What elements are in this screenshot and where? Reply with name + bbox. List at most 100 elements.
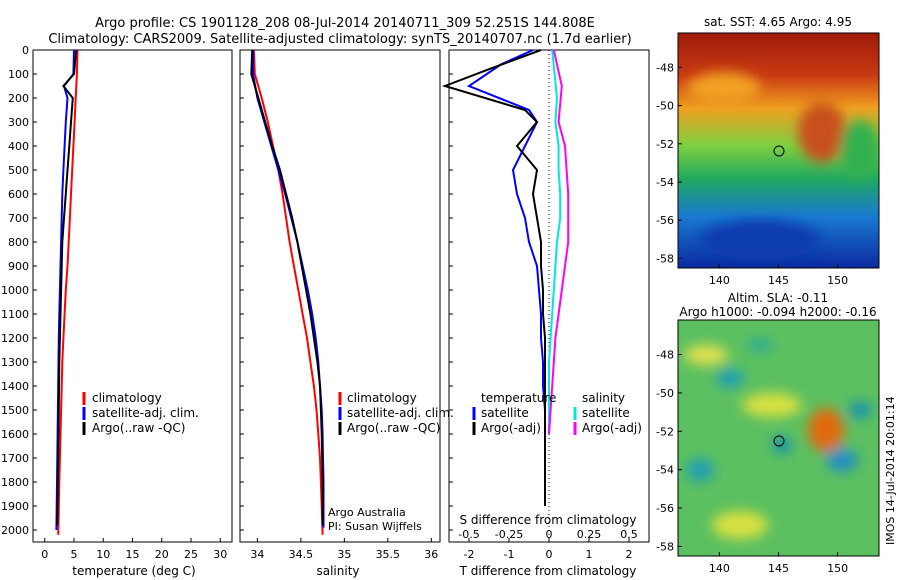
sla-map-title-line1: Altim. SLA: -0.11 (728, 291, 828, 305)
sla-argo-marker (773, 435, 785, 447)
legend-label-climatology: climatology (347, 391, 417, 405)
legend-label-t-satellite: satellite (481, 406, 529, 420)
depth-tick-label: 300 (8, 116, 29, 129)
difference-xlabel: T difference from climatology (459, 564, 637, 578)
legend-label-satellite: satellite-adj. clim. (92, 406, 199, 420)
sla-low-blob (848, 402, 872, 418)
sla-low-blob (686, 458, 714, 482)
depth-tick-label: 400 (8, 140, 29, 153)
series-line-satellite (548, 49, 562, 434)
legend-label-argo: Argo(..raw -QC) (92, 421, 185, 435)
depth-tick-label: 1200 (1, 332, 29, 345)
depth-tick-label: 1100 (1, 308, 29, 321)
depth-tick-label: 200 (8, 92, 29, 105)
depth-tick-label: 1800 (1, 476, 29, 489)
x-tick-label: 5 (70, 548, 77, 561)
x-tick-label: 2 (626, 548, 633, 561)
x-tick-label: 0 (41, 548, 48, 561)
depth-tick-label: 600 (8, 188, 29, 201)
legend-title-temperature: temperature (481, 391, 556, 405)
depth-tick-label: 1000 (1, 284, 29, 297)
x-tick-label: 36 (424, 548, 438, 561)
legend-label-s-argo: Argo(-adj) (582, 421, 642, 435)
temperature-xlabel: temperature (deg C) (72, 564, 195, 578)
footer-stamp: IMOS 14-Jul-2014 20:01:14 (884, 396, 897, 545)
figure-title-line2: Climatology: CARS2009. Satellite-adjuste… (48, 32, 631, 47)
x-tick-label: 1 (586, 548, 593, 561)
sst-green-blob (840, 120, 879, 180)
map-x-tick-label: 145 (768, 274, 789, 287)
top-x-tick-label: 0.5 (620, 528, 638, 541)
top-x-tick-label: -0.5 (458, 528, 479, 541)
map-y-tick-label: -54 (656, 464, 674, 477)
sst-map-title: sat. SST: 4.65 Argo: 4.95 (704, 15, 852, 29)
depth-tick-label: 700 (8, 212, 29, 225)
map-y-tick-label: -56 (656, 502, 674, 515)
depth-tick-label: 1500 (1, 404, 29, 417)
legend-label-s-satellite: satellite (582, 406, 630, 420)
top-x-tick-label: -0.25 (495, 528, 523, 541)
map-y-tick-label: -58 (656, 540, 674, 553)
sla-low-blob (748, 339, 772, 351)
sla-map (678, 320, 879, 556)
map-y-tick-label: -50 (656, 100, 674, 113)
depth-tick-label: 900 (8, 260, 29, 273)
sla-map-title-line2: Argo h1000: -0.094 h2000: -0.16 (679, 305, 876, 319)
depth-tick-label: 1600 (1, 428, 29, 441)
map-y-tick-label: -54 (656, 176, 674, 189)
temperature-legend: climatology satellite-adj. clim. Argo(..… (82, 391, 199, 435)
depth-axis: 0 100 200 300 400 500 600 700 800 900 1000 1100 1200… (1, 44, 453, 537)
sla-high-blob (712, 511, 768, 539)
x-tick-label: 30 (213, 548, 227, 561)
difference-legend: temperature salinity satellite Argo(-adj… (472, 391, 642, 435)
series-line-argo-adj- (441, 49, 546, 506)
salinity-annotation-line1: Argo Australia (328, 506, 406, 519)
x-tick-label: 15 (126, 548, 140, 561)
series-line-argo-adj- (548, 49, 570, 435)
sla-high-blob (684, 345, 728, 365)
sst-argo-marker (773, 145, 785, 157)
x-tick-label: 35.5 (376, 548, 401, 561)
depth-tick-label: 100 (8, 68, 29, 81)
map-y-tick-label: -50 (656, 387, 674, 400)
series-line-argo-raw-qc- (250, 49, 324, 526)
map-y-tick-label: -56 (656, 214, 674, 227)
sst-map-axes: 140 145 150 -48 -50 -52 -54 -56 -58 (656, 61, 848, 287)
depth-tick-label: 2000 (1, 524, 29, 537)
top-x-tick-label: 0.25 (577, 528, 602, 541)
legend-label-climatology: climatology (92, 391, 162, 405)
sst-map (678, 33, 879, 268)
x-tick-label: 0 (546, 548, 553, 561)
depth-tick-label: 1700 (1, 452, 29, 465)
map-y-tick-label: -52 (656, 138, 674, 151)
series-line-satellite-adj-clim- (252, 50, 325, 528)
legend-label-t-argo: Argo(-adj) (481, 421, 541, 435)
x-tick-label: 35 (337, 548, 351, 561)
map-y-tick-label: -48 (656, 61, 674, 74)
sla-map-axes: 140 145 150 -48 -50 -52 -54 -56 -58 (656, 349, 848, 575)
salinity-legend: climatology satellite-adj. clim. Argo(..… (338, 391, 454, 435)
map-y-tick-label: -58 (656, 252, 674, 265)
depth-tick-label: 1300 (1, 356, 29, 369)
legend-label-argo: Argo(..raw -QC) (347, 421, 440, 435)
salinity-xlabel: salinity (316, 564, 359, 578)
map-x-tick-label: 140 (709, 274, 730, 287)
sla-high-blob (742, 393, 802, 417)
difference-top-axis-label: S difference from climatology (460, 513, 637, 527)
x-tick-label: -1 (504, 548, 515, 561)
map-x-tick-label: 145 (768, 562, 789, 575)
legend-title-salinity: salinity (582, 391, 625, 405)
map-x-tick-label: 150 (827, 562, 848, 575)
depth-tick-label: 500 (8, 164, 29, 177)
salinity-panel: 34 34.5 35 35.5 36 (250, 49, 438, 561)
map-y-tick-label: -48 (656, 349, 674, 362)
figure-title-line1: Argo profile: CS 1901128_208 08-Jul-2014… (95, 16, 595, 31)
temperature-panel-frame (32, 49, 233, 543)
sla-low-blob (716, 368, 744, 388)
map-x-tick-label: 150 (827, 274, 848, 287)
x-tick-label: 10 (96, 548, 110, 561)
sst-warm-blob (798, 102, 846, 162)
depth-tick-label: 800 (8, 236, 29, 249)
depth-tick-label: 1400 (1, 380, 29, 393)
